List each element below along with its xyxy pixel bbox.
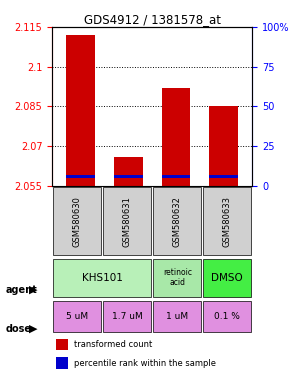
Text: transformed count: transformed count bbox=[74, 340, 153, 349]
FancyBboxPatch shape bbox=[103, 301, 151, 333]
Bar bbox=[162, 88, 190, 186]
FancyBboxPatch shape bbox=[53, 301, 101, 333]
FancyBboxPatch shape bbox=[153, 301, 201, 333]
FancyBboxPatch shape bbox=[153, 259, 201, 297]
Text: 1.7 uM: 1.7 uM bbox=[112, 312, 143, 321]
Bar bbox=[209, 106, 238, 186]
Bar bbox=[114, 175, 143, 178]
Bar bbox=[56, 357, 68, 369]
FancyBboxPatch shape bbox=[53, 187, 101, 255]
Text: GSM580632: GSM580632 bbox=[173, 196, 182, 247]
Text: agent: agent bbox=[6, 285, 37, 295]
Text: retinoic
acid: retinoic acid bbox=[163, 268, 192, 287]
Text: ▶: ▶ bbox=[29, 285, 37, 295]
Text: dose: dose bbox=[6, 324, 32, 334]
FancyBboxPatch shape bbox=[153, 187, 201, 255]
Title: GDS4912 / 1381578_at: GDS4912 / 1381578_at bbox=[84, 13, 221, 26]
Bar bbox=[114, 157, 143, 186]
Text: 1 uM: 1 uM bbox=[166, 312, 188, 321]
Bar bbox=[162, 175, 190, 178]
Bar bbox=[56, 339, 68, 350]
Text: 0.1 %: 0.1 % bbox=[214, 312, 240, 321]
FancyBboxPatch shape bbox=[203, 187, 251, 255]
Text: KHS101: KHS101 bbox=[82, 273, 123, 283]
Bar bbox=[209, 175, 238, 178]
FancyBboxPatch shape bbox=[53, 259, 151, 297]
Text: 5 uM: 5 uM bbox=[66, 312, 88, 321]
Bar bbox=[66, 35, 95, 186]
Text: DMSO: DMSO bbox=[211, 273, 243, 283]
Text: GSM580633: GSM580633 bbox=[223, 196, 232, 247]
Text: GSM580630: GSM580630 bbox=[73, 196, 82, 247]
FancyBboxPatch shape bbox=[103, 187, 151, 255]
Text: GSM580631: GSM580631 bbox=[123, 196, 132, 247]
Text: percentile rank within the sample: percentile rank within the sample bbox=[74, 359, 216, 367]
FancyBboxPatch shape bbox=[203, 301, 251, 333]
Bar bbox=[66, 175, 95, 178]
Text: ▶: ▶ bbox=[29, 324, 37, 334]
FancyBboxPatch shape bbox=[203, 259, 251, 297]
